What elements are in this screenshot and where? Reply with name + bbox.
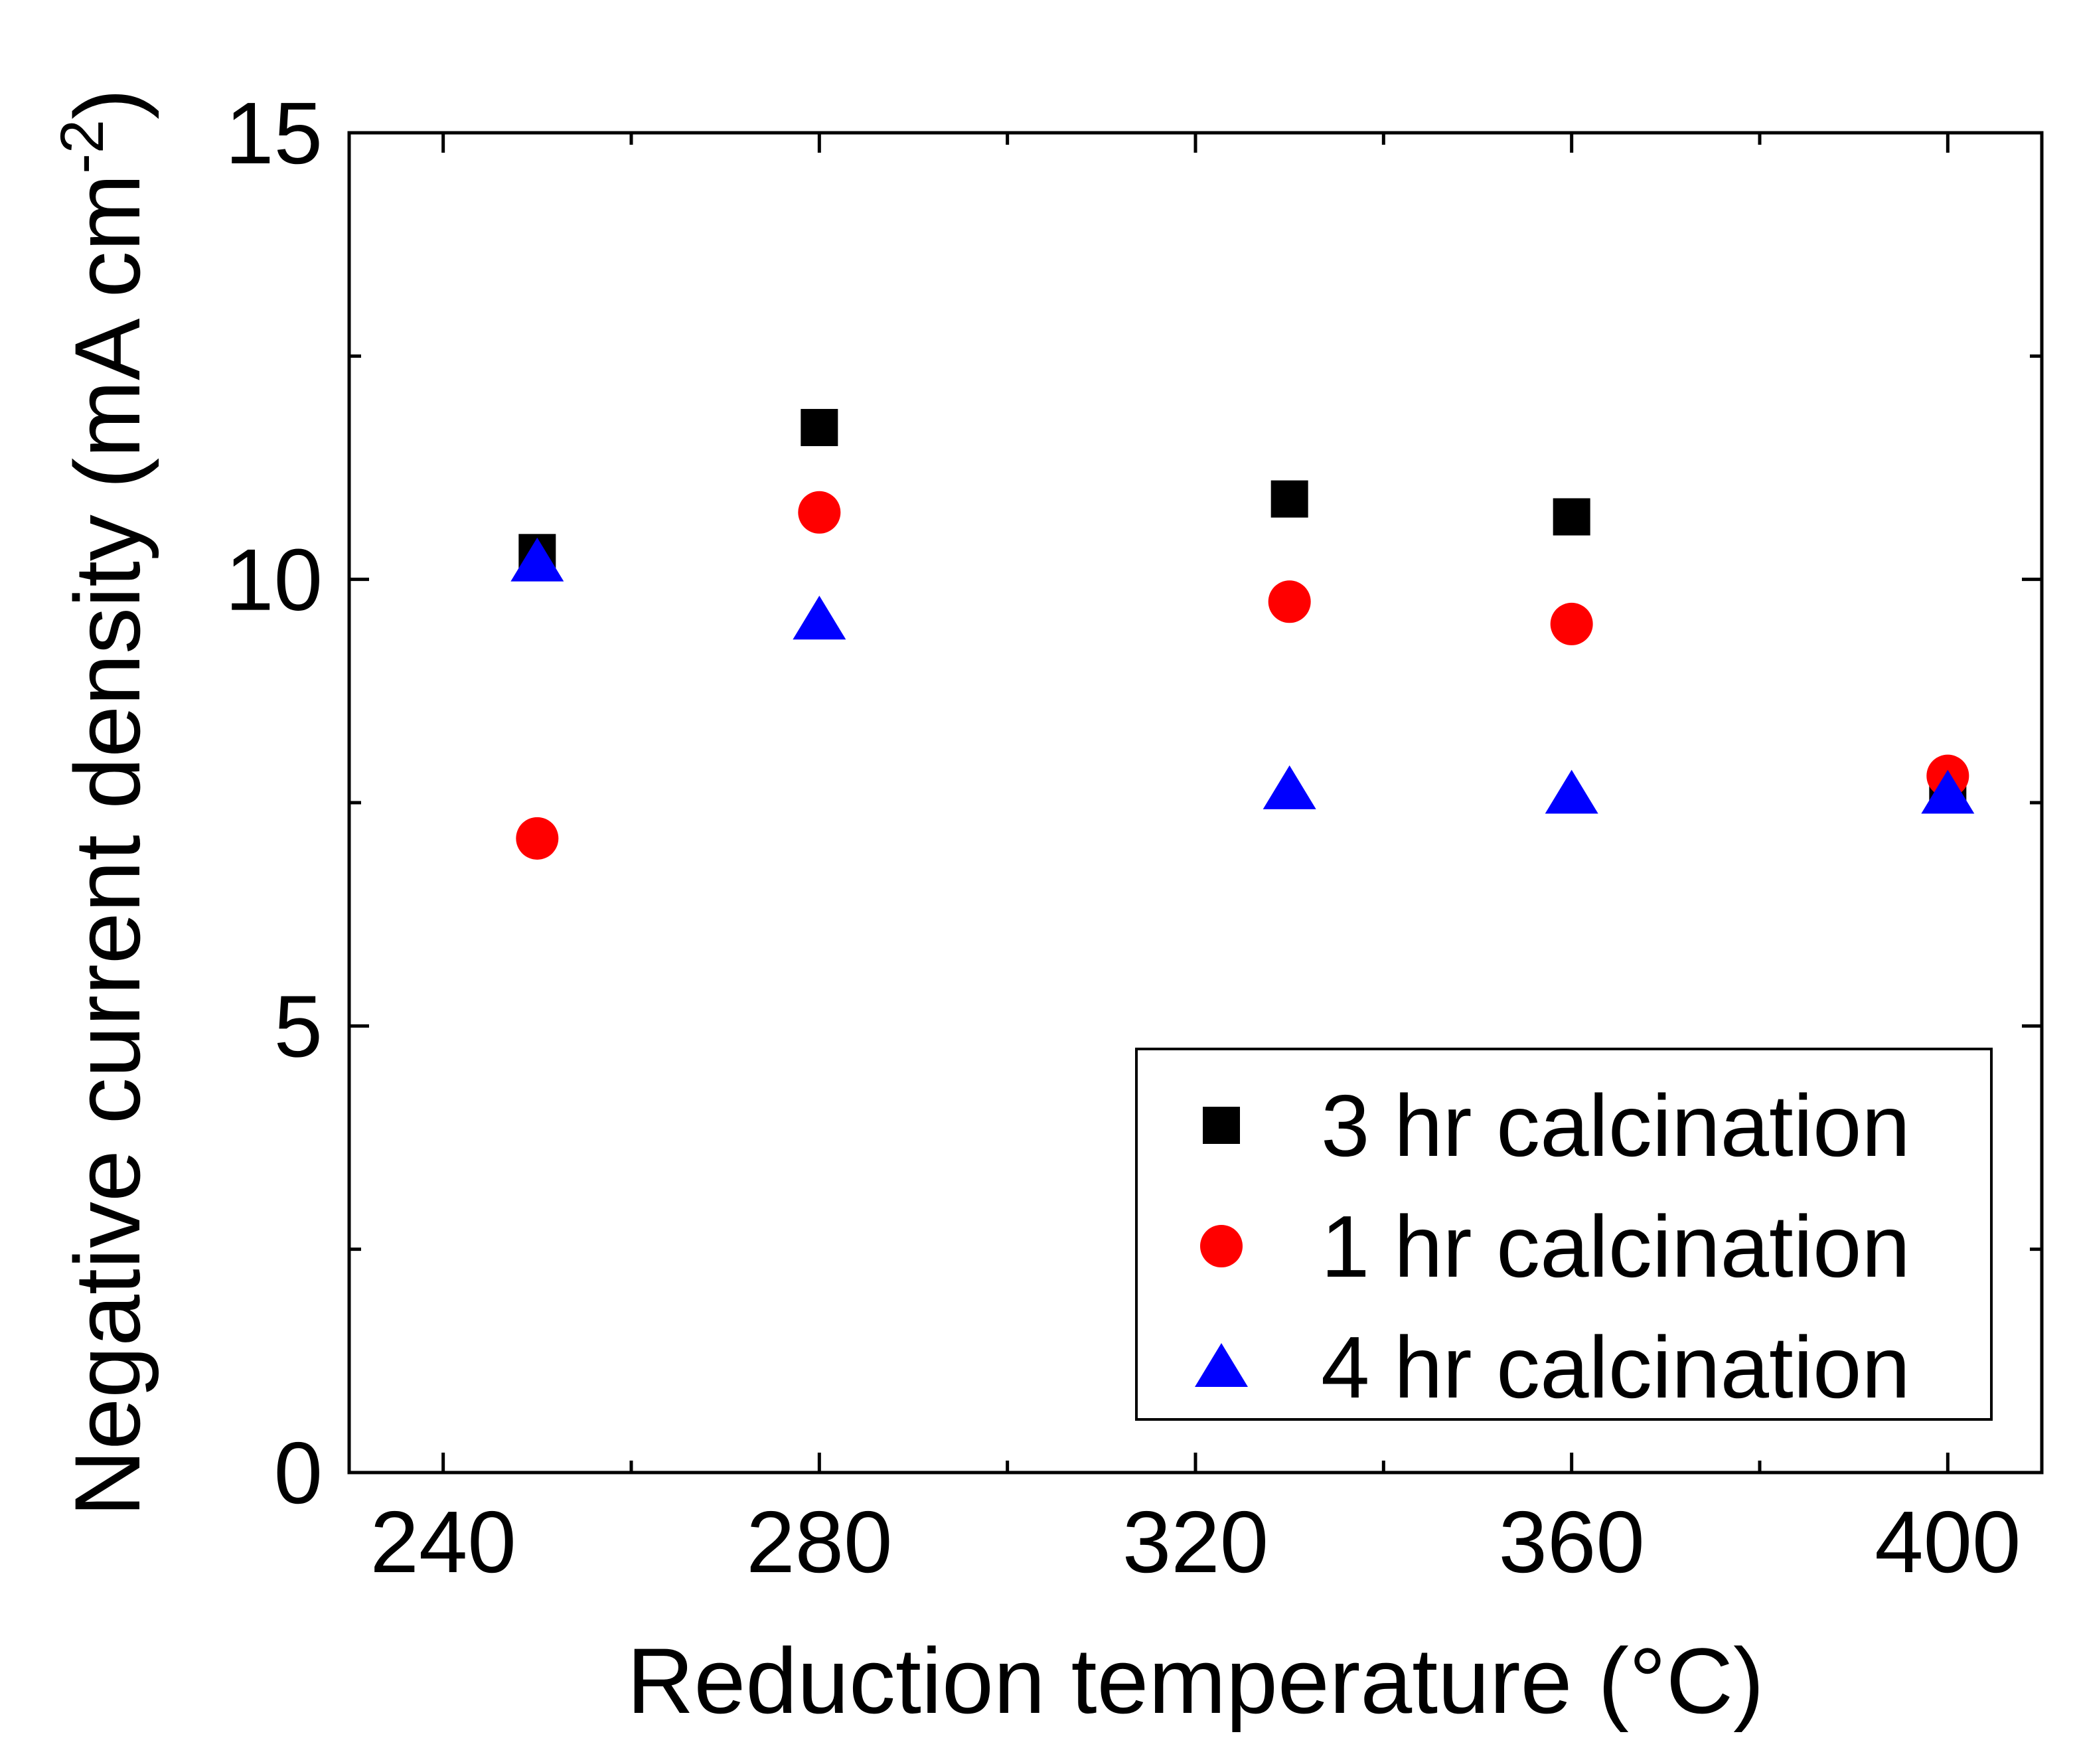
y-tick-label: 5: [274, 977, 323, 1075]
legend-label: 1 hr calcination: [1321, 1198, 1910, 1295]
point-circle-1-3: [1550, 602, 1593, 645]
point-triangle-2-0: [510, 537, 564, 582]
y-tick-label: 0: [274, 1424, 323, 1522]
x-axis-title: Reduction temperature (°C): [627, 1629, 1764, 1733]
legend-marker-circle: [1200, 1225, 1243, 1267]
legend-label: 4 hr calcination: [1321, 1319, 1910, 1416]
y-tick-label: 15: [225, 84, 323, 182]
x-tick-label: 320: [1122, 1493, 1268, 1591]
y-tick-label: 10: [225, 531, 323, 629]
legend-label: 3 hr calcination: [1321, 1077, 1910, 1174]
y-axis-title: Negative current density (mA cm-2): [48, 88, 159, 1516]
point-triangle-2-2: [1263, 765, 1316, 809]
point-circle-1-1: [798, 491, 841, 534]
y-axis-title-close: ): [55, 88, 159, 120]
y-axis-title-main: Negative current density (mA cm: [55, 174, 159, 1517]
legend-marker-triangle: [1195, 1343, 1248, 1387]
point-circle-1-2: [1268, 580, 1311, 623]
tick-labels: 240 280 320 360 400 0 5 10 15: [225, 84, 2021, 1591]
point-triangle-2-1: [793, 596, 846, 640]
legend: 3 hr calcination 1 hr calcination 4 hr cal…: [1135, 1048, 1993, 1421]
point-triangle-2-4: [1921, 769, 1975, 814]
point-triangle-2-3: [1545, 769, 1598, 814]
point-square-0-3: [1553, 498, 1590, 536]
y-axis-title-superscript: -2: [48, 120, 116, 174]
x-tick-label: 240: [370, 1493, 516, 1591]
x-tick-label: 280: [746, 1493, 892, 1591]
x-tick-label: 400: [1875, 1493, 2021, 1591]
point-circle-1-0: [516, 817, 559, 860]
point-square-0-1: [801, 408, 838, 446]
data-points: [510, 408, 1975, 860]
legend-marker-square: [1203, 1107, 1240, 1144]
axis-ticks: [349, 131, 2042, 1475]
x-tick-label: 360: [1499, 1493, 1645, 1591]
legend-box: [1135, 1048, 1993, 1421]
point-square-0-2: [1270, 480, 1308, 518]
